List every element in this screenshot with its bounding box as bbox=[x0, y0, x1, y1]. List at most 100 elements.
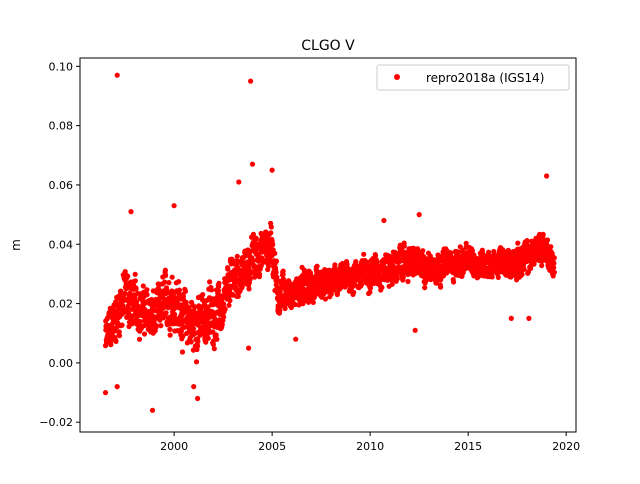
data-point bbox=[438, 277, 444, 283]
data-point bbox=[144, 292, 150, 298]
data-point bbox=[195, 339, 201, 345]
data-point bbox=[551, 269, 558, 275]
outlier-point bbox=[293, 336, 299, 342]
data-points bbox=[102, 72, 558, 413]
data-point bbox=[154, 323, 160, 329]
data-point bbox=[225, 266, 231, 272]
data-point bbox=[230, 292, 236, 298]
y-axis-label: m bbox=[9, 239, 23, 251]
data-point bbox=[277, 308, 283, 314]
data-point bbox=[455, 249, 461, 255]
data-point bbox=[270, 242, 276, 248]
data-point bbox=[551, 260, 557, 266]
outlier-point bbox=[249, 161, 256, 167]
data-point bbox=[160, 294, 166, 301]
data-point bbox=[463, 240, 469, 246]
data-point bbox=[539, 262, 545, 269]
data-point bbox=[222, 306, 228, 312]
data-point bbox=[192, 304, 198, 310]
data-point bbox=[420, 248, 426, 254]
x-axis: 2000 2005 2010 2015 2020 bbox=[160, 432, 580, 453]
x-tick-label: 2000 bbox=[160, 440, 188, 453]
data-point bbox=[113, 338, 119, 344]
data-point bbox=[172, 311, 178, 317]
data-point bbox=[469, 248, 475, 254]
data-point bbox=[521, 266, 527, 272]
data-point bbox=[359, 281, 365, 287]
data-point bbox=[169, 274, 175, 280]
data-point bbox=[227, 288, 233, 294]
data-point bbox=[314, 263, 320, 269]
data-point bbox=[427, 253, 433, 259]
data-point bbox=[401, 243, 407, 249]
data-point bbox=[273, 269, 279, 275]
data-point bbox=[422, 285, 428, 291]
data-point bbox=[294, 283, 300, 289]
data-point bbox=[181, 324, 187, 331]
data-point bbox=[274, 278, 280, 284]
data-point bbox=[400, 274, 406, 280]
data-point bbox=[438, 284, 444, 290]
data-point bbox=[211, 346, 217, 352]
y-tick-label: 0.00 bbox=[49, 357, 74, 370]
outlier-point bbox=[114, 72, 120, 78]
data-point bbox=[176, 287, 182, 293]
data-point bbox=[212, 316, 218, 322]
data-point bbox=[268, 230, 274, 236]
data-point bbox=[332, 262, 338, 268]
y-tick-label: 0.06 bbox=[49, 179, 74, 192]
data-point bbox=[188, 339, 194, 345]
y-tick-label: 0.10 bbox=[49, 60, 74, 73]
data-point bbox=[207, 279, 213, 285]
data-point bbox=[227, 298, 233, 304]
data-point bbox=[353, 259, 359, 265]
data-point bbox=[141, 331, 148, 337]
outlier-point bbox=[246, 345, 252, 351]
data-point bbox=[524, 238, 530, 244]
data-point bbox=[158, 323, 164, 329]
legend-marker bbox=[394, 74, 400, 80]
data-point bbox=[191, 326, 197, 332]
data-point bbox=[551, 255, 557, 261]
outlier-point bbox=[171, 203, 177, 209]
data-point bbox=[183, 299, 189, 305]
data-point bbox=[210, 341, 216, 348]
data-point bbox=[551, 265, 557, 271]
data-point bbox=[448, 250, 454, 256]
data-point bbox=[328, 291, 334, 297]
data-point bbox=[540, 231, 546, 237]
data-point bbox=[182, 288, 189, 294]
data-point bbox=[116, 329, 122, 335]
data-point bbox=[203, 339, 209, 345]
outlier-point bbox=[114, 384, 120, 390]
data-point bbox=[280, 276, 286, 282]
data-point bbox=[250, 258, 256, 264]
data-point bbox=[208, 287, 215, 293]
data-point bbox=[405, 278, 411, 285]
data-point bbox=[226, 302, 232, 308]
data-point bbox=[162, 267, 168, 273]
outlier-point bbox=[416, 212, 422, 218]
data-point bbox=[126, 323, 132, 330]
data-point bbox=[266, 263, 272, 269]
outlier-point bbox=[248, 78, 254, 84]
data-point bbox=[167, 326, 173, 332]
outlier-point bbox=[191, 384, 197, 390]
outlier-point bbox=[269, 167, 275, 173]
legend: repro2018a (IGS14) bbox=[376, 64, 570, 91]
data-point bbox=[544, 237, 551, 243]
data-point bbox=[268, 224, 274, 230]
data-point bbox=[246, 286, 252, 292]
data-point bbox=[214, 336, 220, 342]
y-tick-label: −0.02 bbox=[39, 416, 73, 429]
data-point bbox=[247, 276, 253, 282]
y-tick-label: 0.04 bbox=[49, 238, 74, 251]
data-point bbox=[515, 240, 521, 246]
data-point bbox=[394, 276, 400, 282]
data-point bbox=[385, 277, 391, 283]
data-point bbox=[480, 250, 486, 256]
data-point bbox=[389, 281, 395, 287]
data-point bbox=[239, 284, 245, 290]
legend-box bbox=[376, 64, 570, 91]
